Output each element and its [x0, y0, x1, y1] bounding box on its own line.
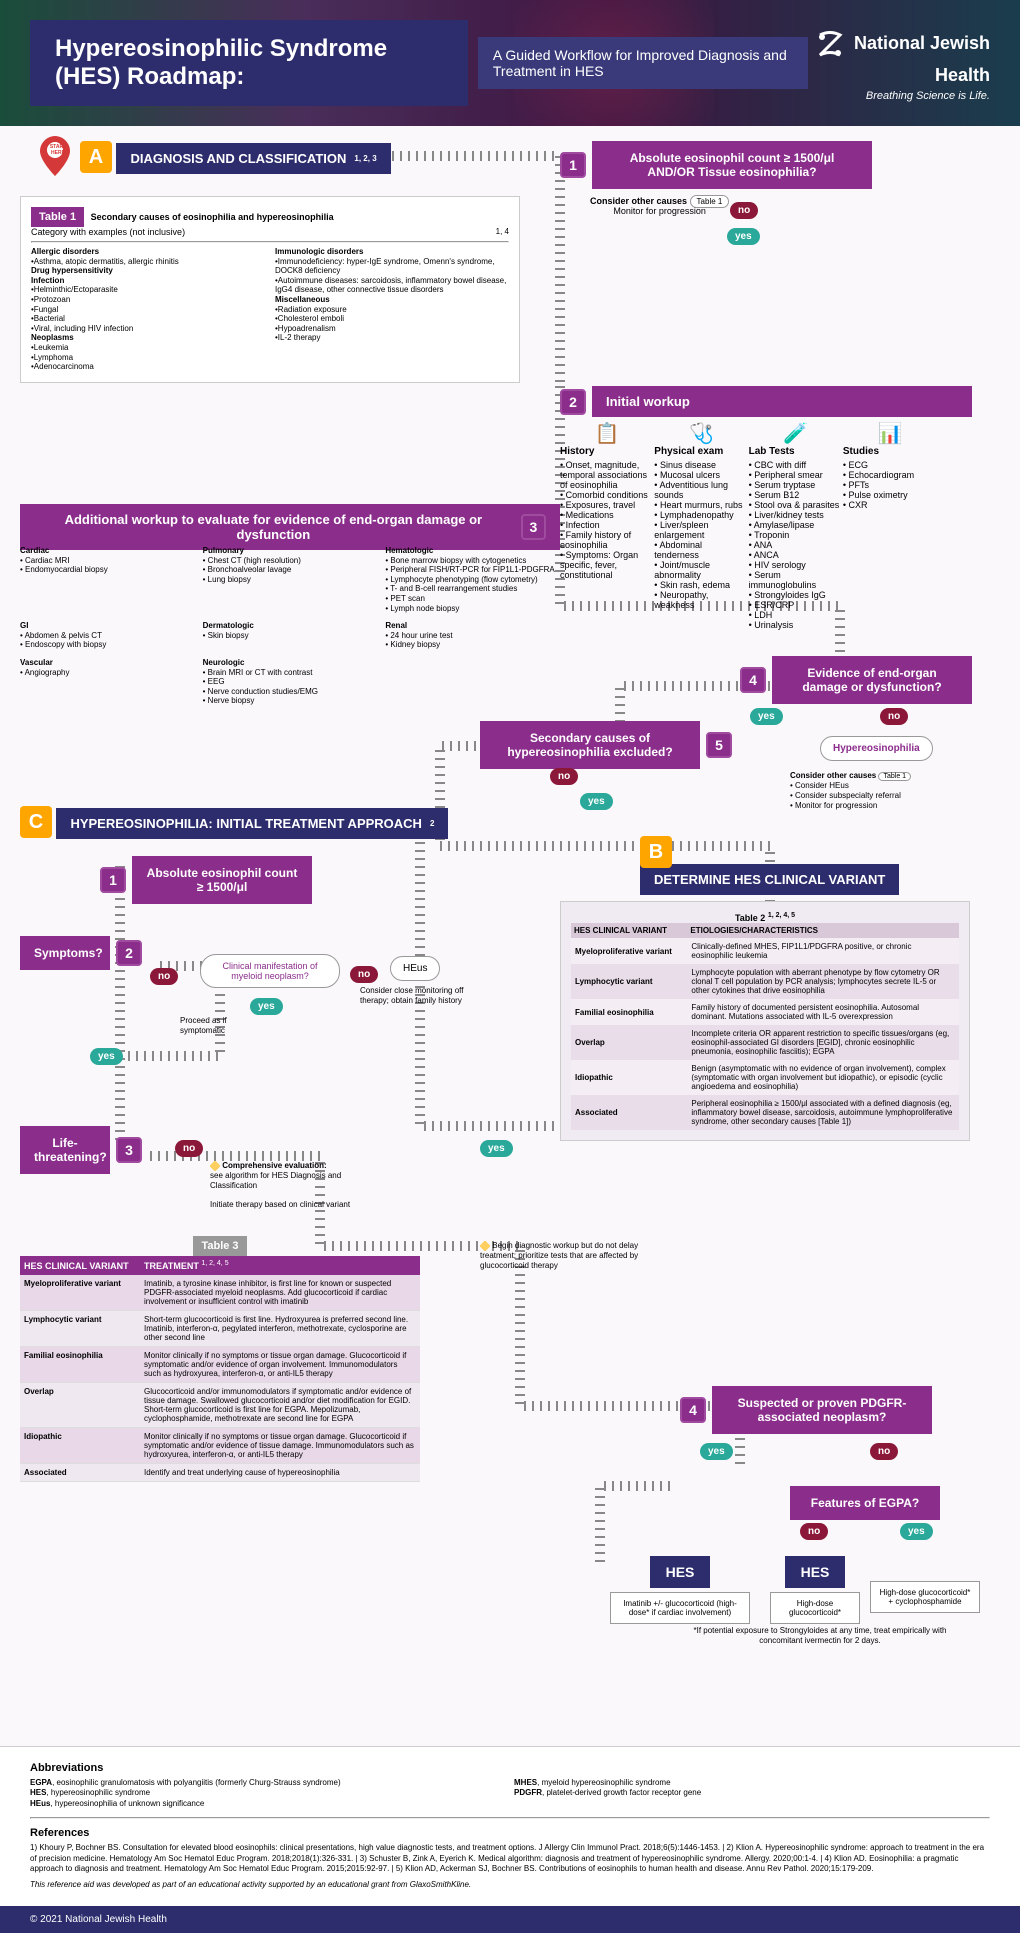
workup-title: Initial workup — [592, 386, 972, 417]
subtitle-box: A Guided Workflow for Improved Diagnosis… — [478, 37, 808, 89]
workup-columns: 📋HistoryOnset, magnitude, temporal assoc… — [560, 421, 970, 630]
addl-workup-content: Cardiac• Cardiac MRI• Endomyocardial bio… — [20, 546, 560, 706]
q-pdgfr: Suspected or proven PDGFR-associated neo… — [712, 1386, 932, 1434]
footer: Abbreviations EGPA, eosinophilic granulo… — [0, 1746, 1020, 1906]
q-egpa: Features of EGPA? — [790, 1486, 940, 1520]
clin-man-pill: Clinical manifestation of myeloid neopla… — [200, 954, 340, 988]
main-canvas: START HERE A DIAGNOSIS AND CLASSIFICATIO… — [0, 126, 1020, 1746]
table2: Table 2 1, 2, 4, 5 HES CLINICAL VARIANTE… — [560, 901, 970, 1141]
q1-yes: yes — [727, 228, 760, 245]
tagline: Breathing Science is Life. — [808, 90, 990, 102]
q5-num: 5 — [706, 732, 732, 758]
q1-no: no — [730, 202, 758, 219]
q4-box: Evidence of end-organ damage or dysfunct… — [772, 656, 972, 704]
q5-box: Secondary causes of hypereosinophilia ex… — [480, 721, 700, 769]
heus-pill: HEus — [390, 956, 440, 981]
c-q3: Life-threatening? — [20, 1126, 110, 1174]
hes-box-2: HES — [785, 1556, 846, 1588]
consider-causes: Consider other causes Table 1 Monitor fo… — [590, 196, 729, 216]
c-q2: Symptoms? — [20, 936, 110, 970]
comp-eval: Comprehensive evaluation: see algorithm … — [210, 1161, 360, 1209]
org-name: National Jewish Health — [854, 33, 990, 85]
hyper-notes: Consider other causes Table 1 • Consider… — [790, 771, 970, 810]
section-c-title: HYPEREOSINOPHILIA: INITIAL TREATMENT APP… — [56, 808, 448, 839]
workup-num: 2 — [560, 389, 586, 415]
logo-icon — [810, 25, 850, 65]
section-a-letter: A — [80, 141, 112, 173]
header-banner: Hypereosinophilic Syndrome (HES) Roadmap… — [0, 0, 1020, 126]
c-q1: Absolute eosinophil count ≥ 1500/μl — [132, 856, 312, 904]
section-b-title: DETERMINE HES CLINICAL VARIANT — [640, 864, 899, 895]
addl-workup-title: Additional workup to evaluate for eviden… — [20, 504, 560, 550]
start-here-pin: START HERE — [40, 136, 70, 181]
section-c-letter: C — [20, 806, 52, 838]
section-a-title: DIAGNOSIS AND CLASSIFICATION 1, 2, 3 — [116, 143, 390, 174]
logo-section: National Jewish Health Breathing Science… — [808, 25, 990, 102]
table3: Table 3 HES CLINICAL VARIANTTREATMENT 1,… — [20, 1236, 420, 1482]
title-box: Hypereosinophilic Syndrome (HES) Roadmap… — [30, 20, 468, 106]
q1-num: 1 — [560, 152, 586, 178]
begin-note: Begin diagnostic workup but do not delay… — [480, 1241, 640, 1270]
main-title: Hypereosinophilic Syndrome (HES) Roadmap… — [55, 35, 443, 91]
table1: Table 1 Secondary causes of eosinophilia… — [20, 196, 520, 383]
hes-box-1: HES — [650, 1556, 711, 1588]
section-b-letter: B — [640, 836, 672, 868]
copyright: © 2021 National Jewish Health — [0, 1906, 1020, 1933]
hyper-pill: Hypereosinophilia — [820, 736, 933, 761]
q4-num: 4 — [740, 667, 766, 693]
q1-box: Absolute eosinophil count ≥ 1500/μl AND/… — [592, 141, 872, 189]
